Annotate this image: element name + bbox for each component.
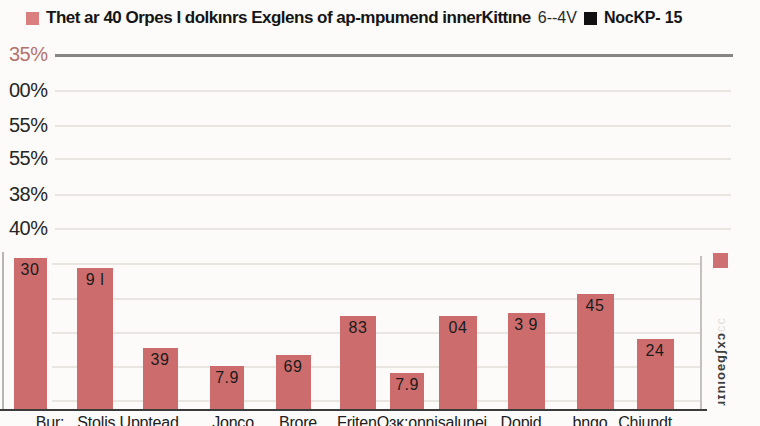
bar: 9 l bbox=[77, 268, 113, 410]
x-axis-line bbox=[0, 409, 707, 411]
bar-value-label: 04 bbox=[449, 319, 468, 410]
bar-value-label: 39 bbox=[151, 351, 170, 410]
bar-value-label: 7.9 bbox=[395, 376, 419, 410]
bar-value-label: 3 9 bbox=[514, 316, 538, 410]
x-axis-tick-label: FritenOɜĸ:onnisalunei bbox=[337, 414, 487, 426]
bar: 3 9 bbox=[508, 313, 545, 410]
bar: 39 bbox=[143, 348, 178, 410]
bar: 7.9 bbox=[210, 366, 244, 410]
y-axis-tick-label: 40% bbox=[9, 217, 55, 240]
bar-chart: Thet ar 40 Orpes I dolkınrs Exglens of a… bbox=[0, 0, 760, 426]
y-axis-tick-label: 00% bbox=[9, 79, 55, 102]
bar: 30 bbox=[14, 258, 47, 410]
right-legend-swatch-icon bbox=[713, 253, 728, 268]
bar-value-label: 83 bbox=[349, 319, 368, 410]
x-axis-tick-label: Dopid bbox=[501, 414, 542, 426]
bar-value-label: 45 bbox=[586, 297, 605, 410]
bar-value-label: 7.9 bbox=[215, 369, 239, 410]
x-axis-tick-label: Chiundt bbox=[618, 414, 672, 426]
chart-title-code: 6--4V bbox=[538, 9, 577, 27]
gridline bbox=[55, 228, 731, 230]
vertical-caption-text: cxʃɓəoıuɪr bbox=[715, 333, 730, 407]
vertical-caption-faint: ɔɔ bbox=[715, 318, 730, 333]
y-axis-tick-label: 55% bbox=[9, 147, 55, 170]
legend-label: NocKP- 15 bbox=[604, 9, 682, 27]
bar: 45 bbox=[577, 294, 614, 410]
bar: 04 bbox=[439, 316, 477, 410]
y-axis-tick-label: 55% bbox=[9, 114, 55, 137]
vertical-axis-caption: ɔɔcxʃɓəoıuɪr bbox=[712, 312, 732, 412]
y-axis-tick-label: 35% bbox=[9, 43, 55, 66]
chart-title: Thet ar 40 Orpes I dolkınrs Exglens of a… bbox=[46, 8, 531, 28]
y-axis-tick-label: 38% bbox=[9, 183, 55, 206]
bar: 7.9 bbox=[390, 373, 424, 410]
bar-value-label: 30 bbox=[21, 261, 40, 410]
bar-value-label: 9 l bbox=[86, 271, 104, 410]
x-axis-tick-label: Stolis Upptead bbox=[77, 414, 178, 426]
legend-swatch-icon bbox=[26, 12, 39, 25]
x-axis-tick-label: Jonco bbox=[212, 414, 254, 426]
gridline bbox=[55, 125, 731, 127]
plot-left-border bbox=[2, 252, 4, 410]
x-axis-tick-label: Brore bbox=[279, 414, 317, 426]
black-square-icon bbox=[584, 12, 597, 25]
x-axis-tick-label: Bur: bbox=[36, 414, 65, 426]
gridline bbox=[52, 263, 700, 265]
bar: 69 bbox=[276, 355, 311, 410]
chart-header: Thet ar 40 Orpes I dolkınrs Exglens of a… bbox=[26, 8, 756, 28]
gridline bbox=[55, 158, 731, 160]
bar-value-label: 24 bbox=[646, 342, 665, 410]
x-axis-tick-label: bngo bbox=[573, 414, 608, 426]
bar-value-label: 69 bbox=[284, 358, 303, 410]
bar: 83 bbox=[340, 316, 376, 410]
bar: 24 bbox=[637, 339, 674, 410]
plot-right-border bbox=[700, 256, 702, 410]
gridline bbox=[55, 194, 731, 196]
gridline bbox=[55, 54, 733, 57]
gridline bbox=[55, 90, 731, 92]
